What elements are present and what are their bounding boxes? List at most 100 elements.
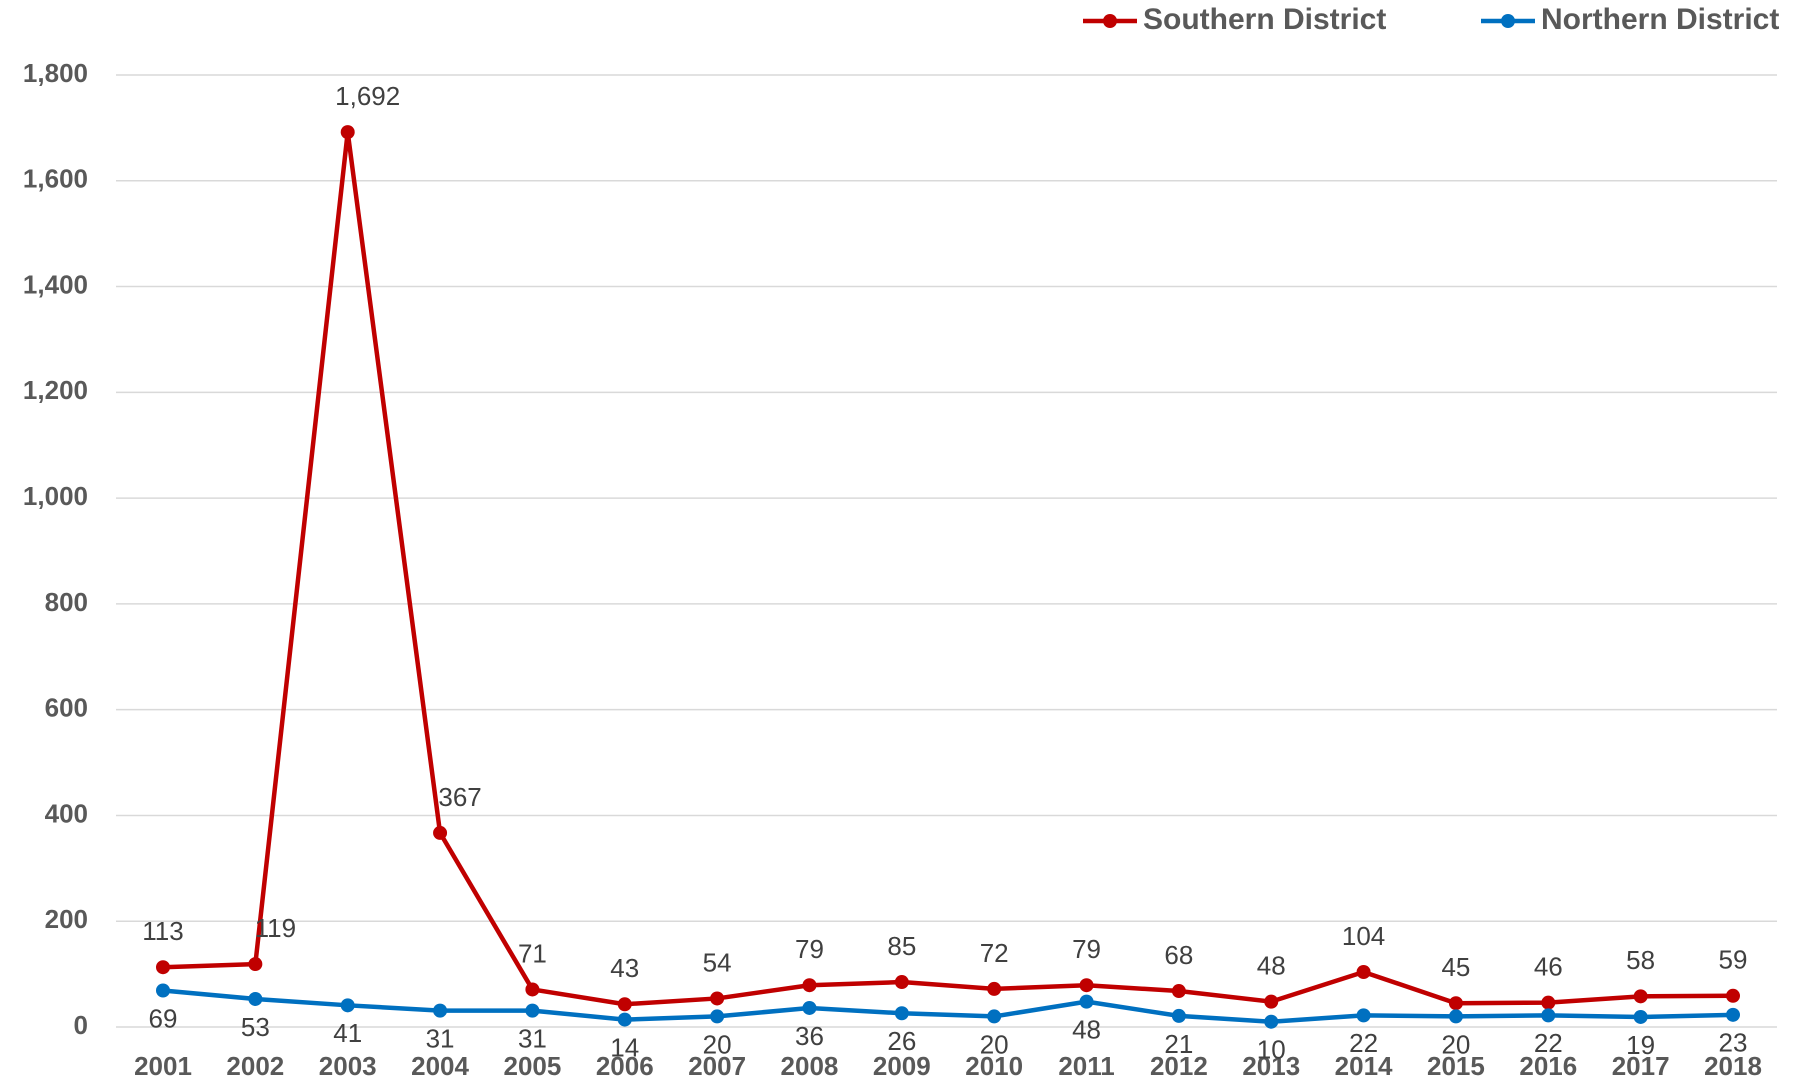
- data-label: 79: [795, 934, 824, 964]
- x-tick-label: 2014: [1335, 1051, 1393, 1078]
- data-label: 20: [980, 1029, 1009, 1059]
- data-point: [340, 998, 355, 1013]
- data-point: [525, 1003, 540, 1018]
- x-tick-label: 2001: [134, 1051, 192, 1078]
- x-tick-label: 2005: [503, 1051, 561, 1078]
- data-label: 46: [1534, 952, 1563, 982]
- data-label: 26: [887, 1026, 916, 1056]
- data-point: [1726, 1007, 1740, 1022]
- series-line: [162, 129, 1734, 1007]
- data-point: [1356, 964, 1371, 979]
- data-point: [1633, 1009, 1648, 1024]
- data-label: 19: [1626, 1030, 1655, 1060]
- x-tick-label: 2018: [1704, 1051, 1762, 1078]
- data-label: 69: [149, 1003, 178, 1033]
- data-point: [525, 982, 540, 997]
- data-point: [1356, 1008, 1371, 1023]
- data-label: 72: [980, 938, 1009, 968]
- y-tick-label: 200: [45, 904, 88, 934]
- data-point: [248, 957, 263, 972]
- x-tick-label: 2002: [226, 1051, 284, 1078]
- legend-label: Northern District: [1541, 3, 1779, 36]
- data-point: [617, 997, 632, 1012]
- data-label: 41: [333, 1018, 362, 1048]
- data-label: 31: [426, 1023, 455, 1053]
- data-label: 20: [703, 1029, 732, 1059]
- data-label: 58: [1626, 945, 1655, 975]
- data-point: [617, 1012, 632, 1027]
- data-label: 54: [703, 947, 732, 977]
- data-point: [1541, 995, 1556, 1010]
- x-tick-label: 2009: [873, 1051, 931, 1078]
- data-label: 45: [1441, 952, 1470, 982]
- data-point: [1264, 1014, 1279, 1029]
- y-tick-label: 0: [74, 1010, 88, 1040]
- data-point: [987, 981, 1002, 996]
- data-label: 71: [518, 938, 547, 968]
- data-label: 85: [887, 931, 916, 961]
- data-point: [894, 975, 909, 990]
- data-label: 31: [518, 1023, 547, 1053]
- data-point: [156, 983, 170, 998]
- legend-marker: [1103, 14, 1117, 28]
- data-label: 22: [1349, 1028, 1378, 1058]
- data-label: 59: [1719, 945, 1748, 975]
- data-point: [710, 991, 725, 1006]
- data-point: [1448, 996, 1463, 1011]
- data-label: 367: [438, 782, 481, 812]
- data-point: [987, 1009, 1002, 1024]
- data-label: 48: [1072, 1014, 1101, 1044]
- y-tick-label: 400: [45, 798, 88, 828]
- x-tick-label: 2015: [1427, 1051, 1485, 1078]
- data-point: [894, 1006, 909, 1021]
- data-label: 1,692: [335, 81, 400, 111]
- x-tick-label: 2013: [1242, 1051, 1300, 1078]
- data-label: 10: [1257, 1035, 1286, 1065]
- data-label: 23: [1719, 1028, 1748, 1058]
- data-label: 53: [241, 1012, 270, 1042]
- data-label: 43: [610, 953, 639, 983]
- data-point: [1633, 989, 1648, 1004]
- data-point: [1171, 984, 1186, 999]
- series-line: [162, 988, 1734, 1024]
- data-point: [433, 825, 448, 840]
- x-tick-label: 2016: [1519, 1051, 1577, 1078]
- data-point: [802, 1000, 817, 1015]
- data-label: 36: [795, 1021, 824, 1051]
- data-label: 14: [610, 1032, 639, 1062]
- data-point: [1541, 1008, 1556, 1023]
- x-tick-label: 2010: [965, 1051, 1023, 1078]
- data-point: [1079, 994, 1094, 1009]
- data-point: [433, 1003, 448, 1018]
- x-tick-label: 2003: [319, 1051, 377, 1078]
- data-point: [1448, 1009, 1463, 1024]
- data-point: [1079, 978, 1094, 993]
- y-tick-label: 1,400: [23, 269, 88, 299]
- data-label: 20: [1441, 1029, 1470, 1059]
- data-point: [1171, 1008, 1186, 1023]
- data-label: 22: [1534, 1028, 1563, 1058]
- data-label: 68: [1164, 940, 1193, 970]
- data-point: [340, 125, 355, 140]
- x-tick-label: 2007: [688, 1051, 746, 1078]
- data-point: [710, 1009, 725, 1024]
- y-tick-label: 1,600: [23, 164, 88, 194]
- data-label: 113: [142, 916, 183, 946]
- x-tick-label: 2006: [596, 1051, 654, 1078]
- x-tick-label: 2011: [1058, 1051, 1114, 1078]
- x-tick-label: 2004: [411, 1051, 469, 1078]
- y-tick-label: 800: [45, 587, 88, 617]
- data-label: 48: [1257, 950, 1286, 980]
- data-label: 104: [1342, 921, 1385, 951]
- data-point: [1264, 994, 1279, 1009]
- legend-marker: [1501, 14, 1515, 28]
- data-label: 21: [1164, 1029, 1193, 1059]
- x-tick-label: 2017: [1612, 1051, 1670, 1078]
- x-tick-label: 2012: [1150, 1051, 1208, 1078]
- data-label: 119: [255, 913, 296, 943]
- data-point: [1726, 988, 1740, 1003]
- data-label: 79: [1072, 934, 1101, 964]
- y-tick-label: 1,200: [23, 375, 88, 405]
- y-tick-label: 1,800: [23, 58, 88, 88]
